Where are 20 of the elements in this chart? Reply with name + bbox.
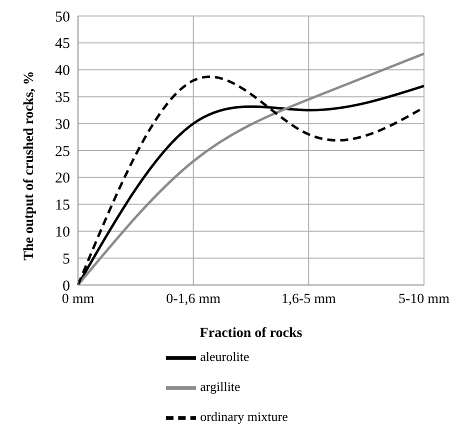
y-tick-label: 5	[62, 251, 70, 268]
y-tick-label: 50	[55, 9, 70, 26]
y-tick-label: 25	[55, 144, 70, 160]
y-tick-label: 20	[55, 170, 70, 187]
legend-label: ordinary mixture	[200, 408, 288, 424]
y-tick-label: 0	[62, 278, 70, 294]
y-axis-title: The output of crushed rocks, %	[22, 70, 37, 260]
y-tick-label: 10	[55, 224, 70, 241]
legend-label: argillite	[200, 378, 240, 394]
y-tick-label: 45	[55, 36, 70, 52]
legend-label: aleurolite	[200, 348, 250, 364]
x-tick-label: 0 mm	[62, 292, 94, 307]
y-tick-label: 15	[55, 198, 70, 214]
x-tick-label: 0-1,6 mm	[166, 292, 221, 307]
y-tick-label: 35	[55, 90, 70, 106]
x-tick-label: 5-10 mm	[398, 292, 450, 307]
x-tick-label: 1,6-5 mm	[281, 292, 336, 307]
x-axis-title: Fraction of rocks	[200, 326, 303, 341]
y-tick-label: 40	[55, 63, 70, 80]
y-tick-label: 30	[55, 116, 70, 133]
